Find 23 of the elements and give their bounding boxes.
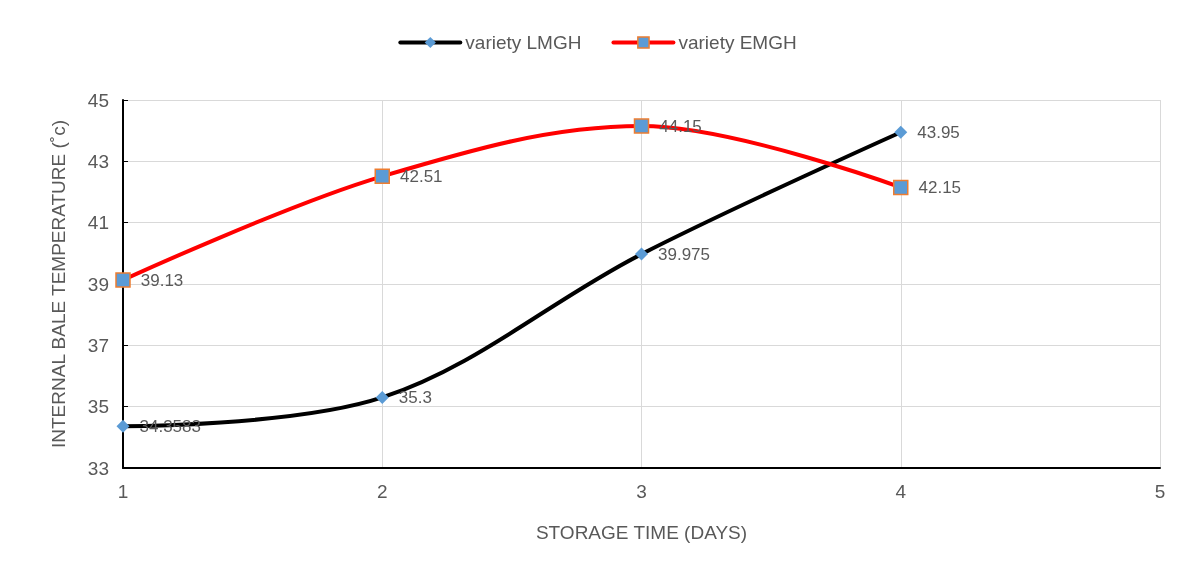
y-tick-label: 37 (87, 334, 109, 356)
data-label: 35.3 (398, 387, 432, 407)
x-axis-title: STORAGE TIME (DAYS) (535, 522, 748, 543)
legend-label: variety LMGH (465, 32, 582, 53)
x-tick-label: 3 (636, 481, 647, 502)
data-label: 43.95 (917, 122, 960, 142)
data-label: 39.975 (658, 244, 710, 264)
x-tick-label: 5 (1154, 481, 1166, 502)
y-tick-label: 39 (87, 273, 109, 295)
y-tick-label: 45 (87, 89, 109, 111)
data-label: 42.15 (918, 177, 962, 197)
y-tick-label: 35 (87, 396, 109, 418)
x-tick-label: 1 (117, 481, 129, 502)
x-tick-label: 2 (376, 481, 388, 502)
legend-label: variety EMGH (678, 32, 797, 53)
x-tick-label: 4 (895, 481, 907, 502)
data-label: 39.13 (140, 270, 184, 290)
y-tick-label: 43 (87, 150, 109, 172)
data-label: 42.51 (400, 166, 443, 186)
y-tick-label: 41 (87, 212, 109, 234)
y-axis-title: INTERNAL BALE TEMPERATURE (˚c) (48, 120, 69, 448)
y-tick-label: 33 (87, 457, 109, 479)
data-label: 34.3583 (139, 416, 201, 436)
